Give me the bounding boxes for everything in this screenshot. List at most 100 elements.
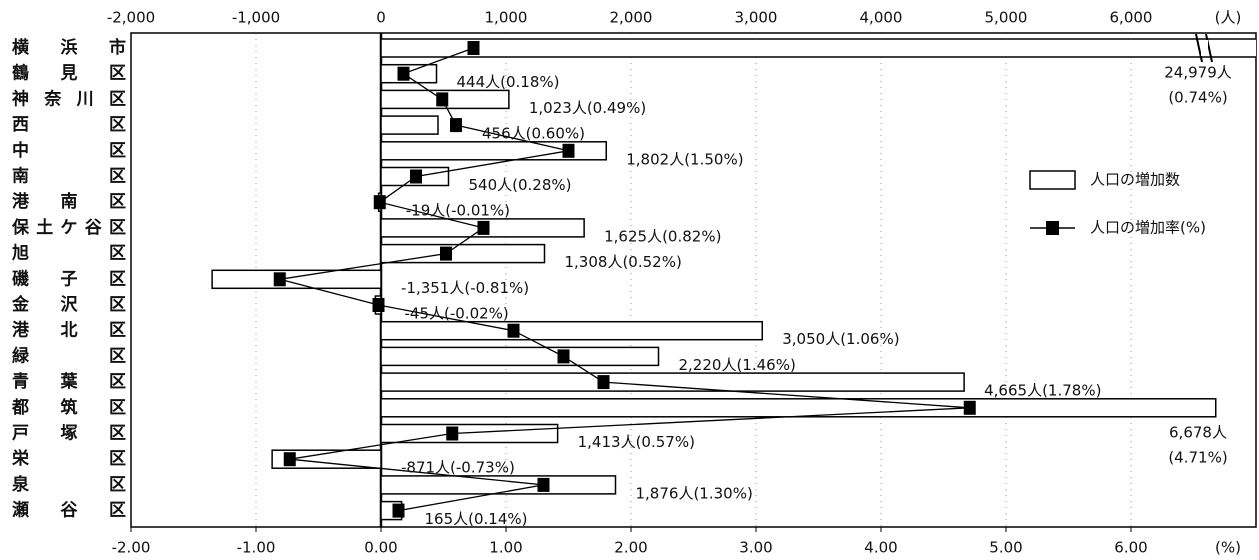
rate-marker xyxy=(436,92,449,107)
x-tick-label: 6,000 xyxy=(1110,9,1153,27)
rate-marker xyxy=(372,298,385,312)
bar-value-label: 1,802人 xyxy=(626,150,684,168)
x2-tick-label: -1.00 xyxy=(237,539,276,557)
legend-label: 人口の増加率(%) xyxy=(1090,219,1206,237)
rate-marker xyxy=(410,169,422,184)
bar-value-label: 1,413人 xyxy=(578,433,636,451)
bar-value-label: -19人 xyxy=(406,202,446,220)
rate-value-label: (1.78%) xyxy=(1042,382,1101,400)
bar-value-label: 1,023人 xyxy=(529,99,587,117)
bar-value-label: 2,220人 xyxy=(679,356,737,374)
legend-swatch xyxy=(1029,170,1076,190)
plot-frame xyxy=(130,32,1257,528)
rate-value-label: (0.18%) xyxy=(500,73,559,91)
category-label: 磯子区 xyxy=(12,268,126,289)
rate-value-label: (-0.73%) xyxy=(450,459,515,477)
category-label: 中区 xyxy=(12,140,126,161)
rate-value-label: (-0.01%) xyxy=(445,202,510,220)
x-tick-label: -2,000 xyxy=(107,9,155,27)
x2-tick-label: 4.00 xyxy=(864,539,897,557)
bar-value-label: 3,050人 xyxy=(782,330,840,348)
category-label: 鶴見区 xyxy=(12,63,126,84)
rate-marker xyxy=(373,195,386,210)
category-label: 都筑区 xyxy=(11,397,126,418)
rate-marker xyxy=(557,349,570,364)
legend-marker xyxy=(1046,221,1059,235)
category-label: 港北区 xyxy=(12,320,126,341)
x2-axis-unit: (%) xyxy=(1215,539,1241,557)
rate-marker xyxy=(562,143,575,158)
break-gap xyxy=(1201,40,1208,56)
rate-value-label: (0.14%) xyxy=(468,510,527,528)
rate-value-label: (0.60%) xyxy=(526,125,585,143)
rate-value-label: (0.57%) xyxy=(636,433,695,451)
bar-value-label: 24,979人 xyxy=(1164,64,1232,82)
category-label: 戸塚区 xyxy=(12,424,126,444)
x2-tick-label: 3.00 xyxy=(739,539,772,557)
bar-value-label: 4,665人 xyxy=(984,382,1042,400)
x2-tick-label: 5.00 xyxy=(989,539,1022,557)
rate-value-label: (0.74%) xyxy=(1168,89,1227,107)
bar xyxy=(211,269,382,290)
bar-value-label: 6,678人 xyxy=(1169,423,1227,441)
category-label: 神奈川区 xyxy=(12,88,126,109)
legend-label: 人口の増加数 xyxy=(1090,171,1180,189)
bar-value-label: -45人 xyxy=(405,305,445,323)
category-label: 泉区 xyxy=(11,474,126,495)
x2-tick-label: -2.00 xyxy=(112,539,151,557)
x-tick-label: 4,000 xyxy=(860,9,903,27)
bar-value-label: -1,351人 xyxy=(401,279,464,297)
rate-value-label: (1.06%) xyxy=(840,330,899,348)
rate-value-label: (4.71%) xyxy=(1168,448,1227,466)
category-label: 青葉区 xyxy=(12,371,126,392)
rate-value-label: (0.82%) xyxy=(662,227,721,245)
bar xyxy=(380,243,546,264)
bar xyxy=(380,398,1217,418)
category-label: 南区 xyxy=(12,166,126,187)
bar xyxy=(380,346,660,367)
bar-value-label: 1,876人 xyxy=(636,484,694,502)
rate-marker xyxy=(450,118,462,133)
rate-value-label: (1.30%) xyxy=(693,484,752,502)
rate-value-label: (0.28%) xyxy=(512,176,571,194)
bar xyxy=(380,38,1256,58)
rate-value-label: (0.49%) xyxy=(587,99,646,117)
x2-tick-label: 6.00 xyxy=(1114,539,1147,557)
x2-tick-label: 1.00 xyxy=(489,539,522,557)
rate-marker xyxy=(963,400,976,415)
rate-marker xyxy=(283,452,296,467)
rate-marker xyxy=(537,477,550,492)
rate-value-label: (-0.81%) xyxy=(464,279,529,297)
category-label: 栄区 xyxy=(11,448,126,469)
category-label: 緑区 xyxy=(12,345,126,366)
rate-marker xyxy=(467,41,480,55)
bar-value-label: -871人 xyxy=(401,459,450,477)
bar xyxy=(380,372,965,392)
bar xyxy=(380,115,439,135)
category-label: 港南区 xyxy=(12,191,126,212)
category-label: 瀬谷区 xyxy=(12,501,126,521)
rate-value-label: (1.50%) xyxy=(684,150,743,168)
x-tick-label: 5,000 xyxy=(985,9,1028,27)
rate-value-label: (0.52%) xyxy=(622,253,681,271)
x2-tick-label: 2.00 xyxy=(614,539,647,557)
bar xyxy=(380,475,617,495)
category-label: 保土ケ谷区 xyxy=(11,217,126,238)
category-label: 金沢区 xyxy=(11,294,126,315)
x-tick-label: 2,000 xyxy=(610,9,653,27)
bar-value-label: 540人 xyxy=(469,176,513,194)
x2-tick-label: 0.00 xyxy=(364,539,397,557)
rate-marker xyxy=(507,323,520,338)
x-tick-label: -1,000 xyxy=(232,9,280,27)
x-tick-label: 3,000 xyxy=(735,9,778,27)
category-label: 西区 xyxy=(12,115,126,135)
bar-value-label: 1,625人 xyxy=(604,227,662,245)
rate-marker xyxy=(597,375,610,390)
bar-value-label: 444人 xyxy=(457,73,501,91)
rate-value-label: (1.46%) xyxy=(736,356,795,374)
plot-layer xyxy=(211,38,1256,521)
axis-break xyxy=(1195,33,1213,63)
x-tick-label: 0 xyxy=(376,9,386,27)
bar xyxy=(271,449,382,469)
